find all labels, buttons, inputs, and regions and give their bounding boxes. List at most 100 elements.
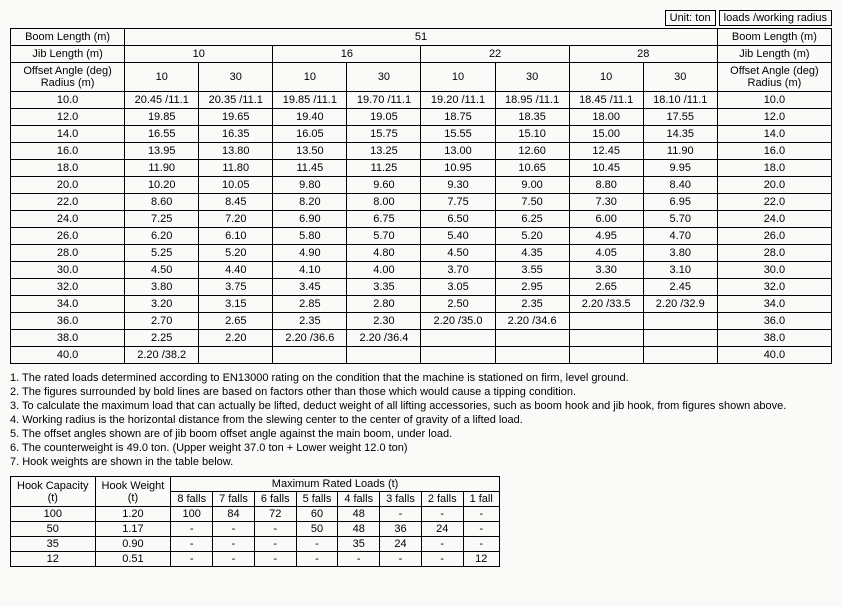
hook-cell: - — [338, 552, 380, 567]
load-cell: 11.90 — [643, 143, 717, 160]
hook-cell: - — [463, 537, 499, 552]
note-line: 3. To calculate the maximum load that ca… — [10, 400, 832, 412]
radius-right: 36.0 — [717, 313, 831, 330]
hdr-off-4: 10 — [421, 63, 495, 92]
hdr-offset-radius-right: Offset Angle (deg) Radius (m) — [717, 63, 831, 92]
hdr-off-3: 30 — [347, 63, 421, 92]
load-cell: 2.20 /32.9 — [643, 296, 717, 313]
hook-cell: 50 — [296, 522, 338, 537]
load-cell: 2.25 — [125, 330, 199, 347]
load-table: Boom Length (m) 51 Boom Length (m) Jib L… — [10, 28, 832, 364]
load-cell: 19.20 /11.1 — [421, 92, 495, 109]
hook-cap: 100 — [11, 507, 96, 522]
load-cell: 5.80 — [273, 228, 347, 245]
radius-right: 40.0 — [717, 347, 831, 364]
load-cell: 2.85 — [273, 296, 347, 313]
falls-hdr: 8 falls — [171, 492, 213, 507]
load-cell: 18.95 /11.1 — [495, 92, 569, 109]
unit-row: Unit: ton loads /working radius — [10, 10, 832, 26]
radius-left: 38.0 — [11, 330, 125, 347]
radius-left: 28.0 — [11, 245, 125, 262]
load-cell: 2.35 — [273, 313, 347, 330]
note-line: 2. The figures surrounded by bold lines … — [10, 386, 832, 398]
radius-right: 32.0 — [717, 279, 831, 296]
load-cell: 4.10 — [273, 262, 347, 279]
radius-right: 16.0 — [717, 143, 831, 160]
load-cell — [273, 347, 347, 364]
load-cell: 3.75 — [199, 279, 273, 296]
load-cell: 4.95 — [569, 228, 643, 245]
hdr-jib-0: 10 — [125, 46, 273, 63]
load-cell: 14.35 — [643, 126, 717, 143]
load-cell: 2.50 — [421, 296, 495, 313]
note-line: 4. Working radius is the horizontal dist… — [10, 414, 832, 426]
load-cell: 13.80 — [199, 143, 273, 160]
load-cell: 12.60 — [495, 143, 569, 160]
hook-cell: 36 — [380, 522, 422, 537]
radius-right: 12.0 — [717, 109, 831, 126]
load-cell: 11.90 — [125, 160, 199, 177]
load-cell: 5.20 — [495, 228, 569, 245]
load-cell: 4.05 — [569, 245, 643, 262]
load-cell — [347, 347, 421, 364]
hook-cell: 60 — [296, 507, 338, 522]
load-cell: 4.80 — [347, 245, 421, 262]
radius-right: 24.0 — [717, 211, 831, 228]
radius-right: 34.0 — [717, 296, 831, 313]
load-cell: 4.50 — [421, 245, 495, 262]
load-cell: 9.00 — [495, 177, 569, 194]
hook-cell: - — [213, 537, 255, 552]
hook-cell: - — [254, 552, 296, 567]
radius-left: 14.0 — [11, 126, 125, 143]
load-cell: 6.75 — [347, 211, 421, 228]
load-cell: 19.40 — [273, 109, 347, 126]
hdr-off-2: 10 — [273, 63, 347, 92]
load-cell: 5.20 — [199, 245, 273, 262]
hook-cell: - — [213, 552, 255, 567]
hook-cell: 48 — [338, 522, 380, 537]
load-cell: 7.20 — [199, 211, 273, 228]
load-cell: 4.40 — [199, 262, 273, 279]
load-cell: 2.65 — [569, 279, 643, 296]
load-cell: 8.45 — [199, 194, 273, 211]
load-cell: 9.60 — [347, 177, 421, 194]
radius-left: 22.0 — [11, 194, 125, 211]
radius-right: 20.0 — [717, 177, 831, 194]
load-cell: 5.40 — [421, 228, 495, 245]
load-cell: 8.80 — [569, 177, 643, 194]
load-cell: 9.80 — [273, 177, 347, 194]
load-cell: 11.45 — [273, 160, 347, 177]
radius-left: 16.0 — [11, 143, 125, 160]
load-cell: 3.30 — [569, 262, 643, 279]
hook-cell: - — [254, 537, 296, 552]
hdr-boom-left: Boom Length (m) — [11, 29, 125, 46]
hook-cell: 24 — [421, 522, 463, 537]
load-cell — [495, 330, 569, 347]
hook-wt: 0.90 — [95, 537, 171, 552]
hook-table: Hook Capacity(t) Hook Weight(t) Maximum … — [10, 476, 500, 567]
hook-cell: - — [254, 522, 296, 537]
load-cell: 3.80 — [643, 245, 717, 262]
load-cell — [421, 330, 495, 347]
load-cell: 10.05 — [199, 177, 273, 194]
unit-label: Unit: ton — [665, 10, 716, 26]
load-cell: 4.70 — [643, 228, 717, 245]
load-cell: 3.45 — [273, 279, 347, 296]
load-cell: 19.85 /11.1 — [273, 92, 347, 109]
load-cell: 4.35 — [495, 245, 569, 262]
note-line: 6. The counterweight is 49.0 ton. (Upper… — [10, 442, 832, 454]
radius-right: 28.0 — [717, 245, 831, 262]
hook-cap-hdr: Hook Capacity(t) — [11, 477, 96, 507]
load-cell: 18.00 — [569, 109, 643, 126]
load-cell: 10.45 — [569, 160, 643, 177]
hook-wt: 1.20 — [95, 507, 171, 522]
radius-left: 26.0 — [11, 228, 125, 245]
load-cell: 16.35 — [199, 126, 273, 143]
load-cell: 2.80 — [347, 296, 421, 313]
load-cell: 18.35 — [495, 109, 569, 126]
hook-wt: 0.51 — [95, 552, 171, 567]
load-cell: 7.50 — [495, 194, 569, 211]
load-cell — [421, 347, 495, 364]
hook-cell: 12 — [463, 552, 499, 567]
load-cell: 18.75 — [421, 109, 495, 126]
